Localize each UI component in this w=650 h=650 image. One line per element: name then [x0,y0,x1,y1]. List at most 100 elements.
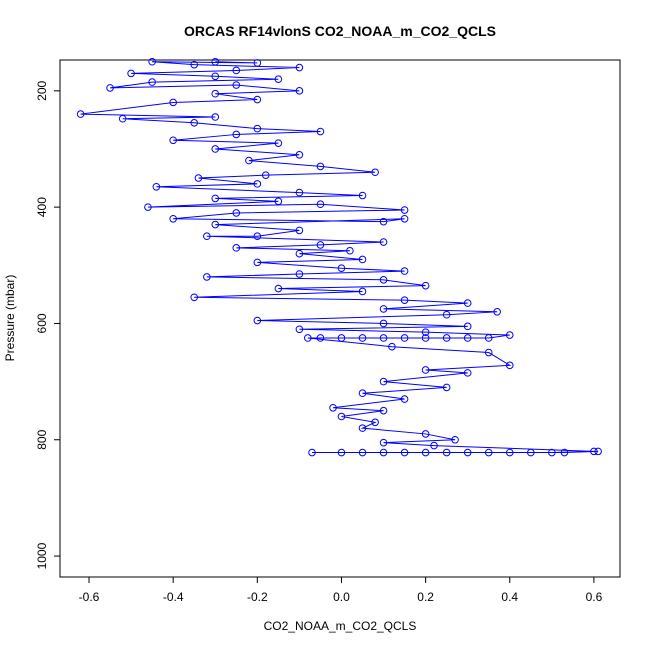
data-point [379,438,388,447]
data-point [211,113,220,121]
data-point [358,424,367,432]
data-point [274,75,283,83]
x-tick-label: 0.0 [333,590,350,604]
data-line [80,61,599,454]
data-point [211,89,220,98]
data-point [316,241,325,249]
data-point [346,246,354,255]
data-point [316,162,325,171]
x-tick-label: -0.4 [163,590,184,604]
data-point [400,448,409,457]
data-point [358,389,367,398]
chart-title: ORCAS RF14vlonS CO2_NOAA_m_CO2_QCLS [184,23,496,39]
data-point [304,334,312,342]
data-point [203,232,211,241]
data-point [442,334,451,342]
data-point [106,84,114,92]
data-point [295,63,304,72]
data-point [295,150,304,159]
data-point [76,110,85,118]
data-point [274,139,283,147]
x-axis-label: CO2_NOAA_m_CO2_QCLS [264,619,417,633]
data-point [295,325,304,334]
data-point [253,180,262,188]
data-point [274,197,283,206]
data-point [400,334,409,342]
data-point [451,435,459,444]
data-point [379,319,388,328]
data-point [421,328,430,336]
data-point [148,78,156,86]
data-point [253,232,262,241]
y-tick-label: 200 [35,80,49,100]
data-point [329,403,337,412]
data-point [295,249,304,258]
y-tick-label: 600 [35,313,49,333]
data-point [379,334,388,342]
data-point [295,226,304,235]
data-point [442,448,451,457]
data-point [211,145,220,153]
data-point [253,124,262,133]
data-point [505,331,514,339]
data-point [295,188,304,197]
data-point [211,220,220,229]
x-tick-label: 0.4 [501,590,518,604]
data-point [379,305,388,313]
data-point [358,287,367,296]
data-point [274,284,283,293]
data-point [169,136,177,145]
data-point [190,119,199,127]
data-point [358,334,367,342]
x-tick-label: -0.2 [247,590,268,604]
data-point [148,57,156,66]
data-point [463,369,472,377]
data-point [463,448,472,457]
data-point [430,441,438,450]
data-point [421,281,430,290]
data-point [493,308,501,316]
data-point [388,342,396,351]
data-point [152,182,161,191]
data-point [232,244,241,252]
data-point [442,383,451,392]
data-point [590,447,598,456]
data-point [232,66,241,75]
data-point [484,334,493,342]
data-point [308,448,316,457]
data-point [337,334,346,342]
x-tick-label: 0.6 [586,590,603,604]
data-point [379,238,388,246]
plot-frame [59,59,621,578]
data-point [144,203,152,211]
y-tick-label: 400 [35,197,49,217]
data-point [463,334,472,342]
data-point [295,87,304,95]
y-tick-label: 800 [35,429,49,449]
data-point [400,214,409,223]
data-point [379,276,388,284]
data-point [253,316,262,325]
data-point [421,448,430,457]
data-point [211,194,220,203]
data-point [484,448,493,457]
data-point [421,430,430,438]
data-point [316,200,325,209]
data-point [337,412,346,421]
data-point [118,114,127,123]
data-point [400,206,409,214]
x-tick-label: -0.6 [79,590,100,604]
data-point [190,293,199,302]
data-point [548,448,556,457]
data-point [169,98,177,107]
data-point [211,72,220,81]
data-point [379,448,388,457]
data-point [421,334,430,342]
data-point [527,448,535,457]
data-point [316,334,325,342]
data-point [442,310,451,319]
data-point [169,214,177,223]
data-point [337,448,346,457]
